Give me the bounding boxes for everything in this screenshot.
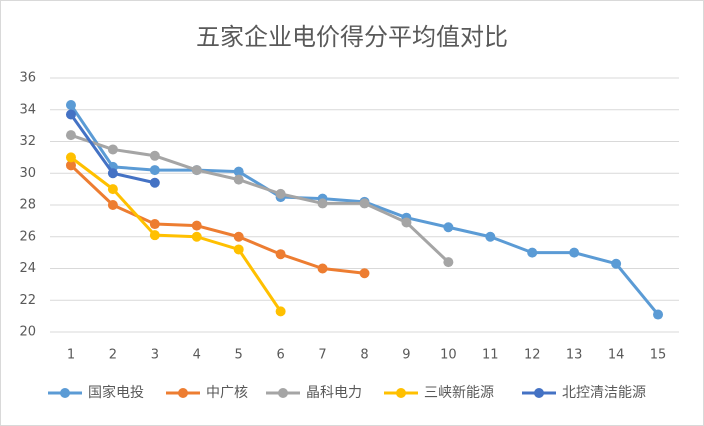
- data-point: [149, 177, 160, 188]
- data-point: [233, 174, 244, 185]
- data-point: [275, 188, 286, 199]
- x-tick-label: 4: [193, 348, 201, 363]
- y-tick-label: 34: [19, 102, 36, 117]
- legend-label: 三峡新能源: [424, 385, 494, 401]
- x-tick-label: 11: [482, 348, 499, 363]
- series-line: [70, 156, 282, 313]
- data-point: [149, 150, 160, 161]
- legend-label: 晶科电力: [306, 385, 362, 401]
- data-point: [653, 309, 664, 320]
- data-point: [359, 268, 370, 279]
- legend-marker: [534, 388, 544, 398]
- legend-marker: [278, 388, 288, 398]
- data-point: [191, 231, 202, 242]
- data-point: [275, 249, 286, 260]
- x-tick-label: 1: [67, 348, 75, 363]
- legend-marker: [396, 388, 406, 398]
- data-point: [317, 263, 328, 274]
- data-point: [233, 244, 244, 255]
- x-tick-label: 12: [524, 348, 541, 363]
- data-point: [317, 198, 328, 209]
- series-line: [69, 164, 365, 275]
- x-tick-label: 5: [235, 348, 243, 363]
- y-tick-label: 36: [19, 71, 36, 86]
- data-point: [149, 219, 160, 230]
- chart-title: 五家企业电价得分平均值对比: [196, 23, 508, 51]
- legend-label: 国家电投: [88, 384, 144, 401]
- y-tick-label: 30: [19, 166, 36, 181]
- y-tick-label: 26: [19, 229, 36, 244]
- data-point: [275, 306, 286, 317]
- y-tick-label: 32: [19, 134, 36, 149]
- x-tick-label: 15: [650, 348, 667, 363]
- data-point: [485, 231, 496, 242]
- data-point: [65, 152, 76, 163]
- x-tick-label: 10: [440, 348, 457, 363]
- data-point: [233, 166, 244, 177]
- legend-marker: [60, 388, 70, 398]
- data-point: [443, 257, 454, 268]
- y-tick-label: 28: [19, 198, 36, 213]
- legend-label: 北控清洁能源: [562, 385, 646, 401]
- data-point: [149, 230, 160, 241]
- legend-marker: [178, 388, 188, 398]
- x-tick-label: 2: [109, 348, 117, 363]
- data-point: [65, 130, 76, 141]
- x-tick-label: 14: [608, 348, 625, 363]
- x-tick-label: 7: [318, 348, 326, 363]
- data-point: [107, 168, 118, 179]
- x-tick-label: 8: [360, 348, 368, 363]
- y-tick-label: 22: [19, 293, 36, 308]
- x-tick-label: 6: [276, 348, 284, 363]
- data-point: [569, 247, 580, 258]
- x-tick-label: 3: [151, 348, 159, 363]
- data-point: [191, 220, 202, 231]
- data-point: [65, 109, 76, 120]
- x-tick-label: 9: [402, 348, 410, 363]
- data-point: [401, 217, 412, 228]
- data-point: [359, 198, 370, 209]
- x-tick-label: 13: [566, 348, 583, 363]
- data-point: [65, 160, 76, 171]
- legend-label: 中广核: [206, 385, 248, 401]
- data-point: [443, 222, 454, 233]
- data-point: [611, 258, 622, 269]
- data-point: [527, 247, 538, 258]
- data-point: [233, 231, 244, 242]
- data-point: [191, 165, 202, 176]
- y-tick-label: 24: [19, 261, 36, 276]
- data-point: [65, 99, 76, 110]
- data-point: [107, 184, 118, 195]
- data-point: [107, 200, 118, 210]
- data-point: [149, 165, 160, 176]
- data-point: [107, 144, 118, 155]
- series-line: [70, 133, 450, 264]
- y-tick-label: 20: [19, 325, 36, 340]
